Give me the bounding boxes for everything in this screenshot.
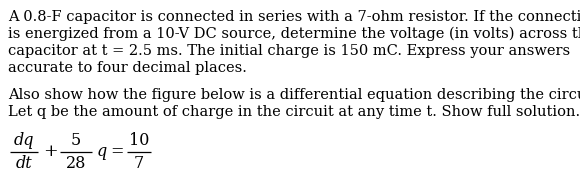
Text: accurate to four decimal places.: accurate to four decimal places.	[8, 61, 247, 75]
Text: 7: 7	[134, 155, 144, 172]
Text: 28: 28	[66, 155, 86, 172]
Text: q: q	[97, 143, 107, 160]
Text: A 0.8-F capacitor is connected in series with a 7-ohm resistor. If the connectio: A 0.8-F capacitor is connected in series…	[8, 10, 580, 24]
Text: 10: 10	[129, 132, 149, 149]
Text: dq: dq	[14, 132, 34, 149]
Text: is energized from a 10-V DC source, determine the voltage (in volts) across the: is energized from a 10-V DC source, dete…	[8, 27, 580, 41]
Text: =: =	[110, 143, 124, 160]
Text: +: +	[43, 143, 57, 160]
Text: dt: dt	[16, 155, 32, 172]
Text: capacitor at t = 2.5 ms. The initial charge is 150 mC. Express your answers: capacitor at t = 2.5 ms. The initial cha…	[8, 44, 570, 58]
Text: Also show how the figure below is a differential equation describing the circuit: Also show how the figure below is a diff…	[8, 88, 580, 102]
Text: Let q be the amount of charge in the circuit at any time t. Show full solution.: Let q be the amount of charge in the cir…	[8, 105, 580, 119]
Text: 5: 5	[71, 132, 81, 149]
